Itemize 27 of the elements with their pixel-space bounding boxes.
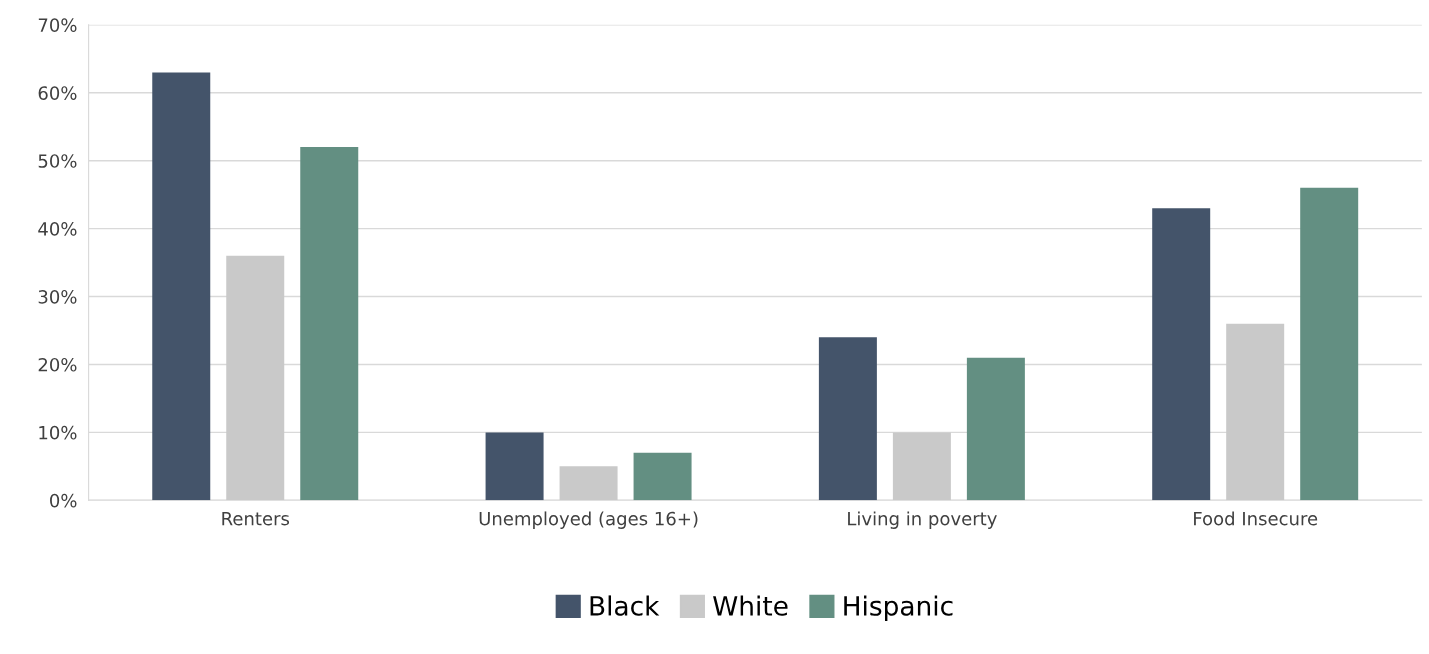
bar [966, 357, 1025, 501]
y-tick-label: 0% [50, 493, 77, 508]
bar [300, 147, 359, 501]
legend-label: Black [590, 595, 660, 616]
bar [559, 466, 618, 501]
y-tick-label: 30% [38, 290, 77, 304]
legend-label: Hispanic [844, 595, 953, 621]
x-tick-label: Renters [222, 511, 290, 526]
bar [633, 452, 692, 501]
bar [1300, 187, 1359, 501]
legend-label: White [713, 595, 788, 616]
y-tick-label: 70% [38, 18, 77, 32]
bar [485, 432, 544, 501]
x-tick-label: Living in poverty [848, 511, 997, 529]
y-tick-label: 10% [39, 425, 77, 440]
y-tick-label: 60% [38, 86, 77, 100]
bar [226, 255, 285, 501]
bar [892, 432, 951, 501]
x-tick-label: Unemployed (ages 16+) [479, 511, 698, 529]
bar [1152, 208, 1211, 501]
x-tick-label: Food Insecure [1194, 511, 1318, 526]
bar [818, 337, 877, 501]
bar [152, 72, 211, 501]
y-tick-label: 20% [38, 357, 77, 372]
y-tick-label: 40% [38, 222, 77, 236]
bar [1226, 323, 1285, 501]
y-tick-label: 50% [38, 154, 77, 168]
